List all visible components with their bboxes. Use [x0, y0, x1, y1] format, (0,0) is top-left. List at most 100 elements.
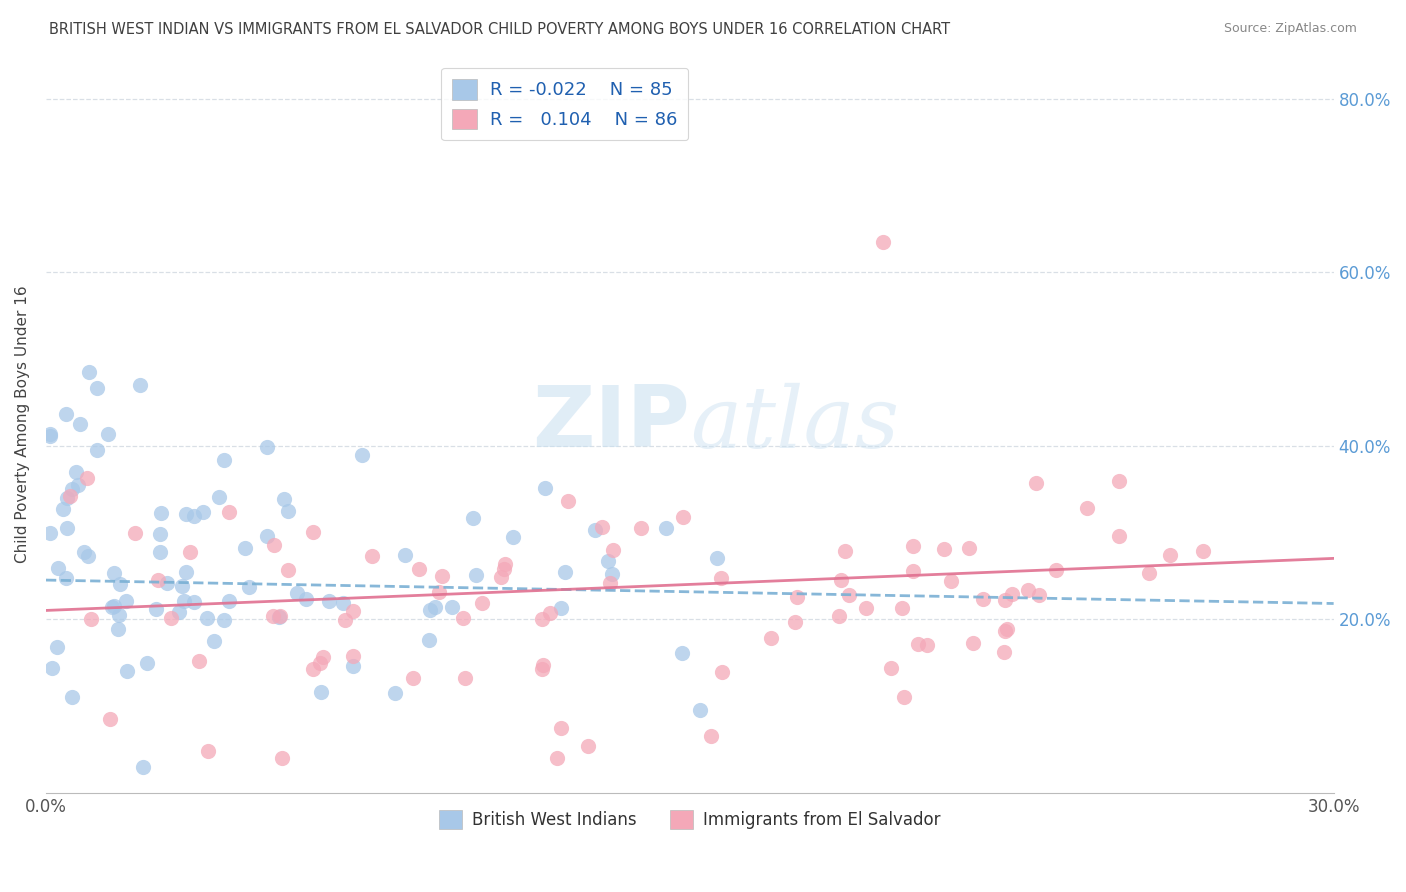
Point — [67, 478, 90, 492]
Point — [1192, 544, 1215, 558]
Point — [671, 646, 693, 660]
Point — [309, 656, 332, 670]
Point — [599, 576, 621, 591]
Point — [46, 561, 69, 575]
Point — [972, 591, 994, 606]
Point — [418, 633, 440, 648]
Point — [55, 571, 77, 585]
Point — [557, 494, 579, 508]
Point — [654, 521, 676, 535]
Point — [56, 521, 79, 535]
Point — [689, 703, 711, 717]
Point — [59, 489, 82, 503]
Point — [1108, 474, 1130, 488]
Point — [494, 562, 516, 576]
Point — [117, 664, 139, 678]
Point — [538, 606, 561, 620]
Point — [179, 545, 201, 559]
Point — [146, 573, 169, 587]
Point — [394, 548, 416, 562]
Point — [430, 568, 453, 582]
Point — [550, 721, 572, 735]
Point — [208, 490, 231, 504]
Point — [591, 520, 613, 534]
Point — [463, 511, 485, 525]
Point — [277, 504, 299, 518]
Point — [311, 685, 333, 699]
Point — [202, 633, 225, 648]
Point — [489, 569, 512, 583]
Point — [710, 571, 733, 585]
Point — [214, 613, 236, 627]
Point — [1001, 587, 1024, 601]
Text: ZIP: ZIP — [531, 383, 690, 466]
Point — [465, 568, 488, 582]
Point — [77, 549, 100, 563]
Point — [915, 638, 938, 652]
Point — [600, 566, 623, 581]
Text: BRITISH WEST INDIAN VS IMMIGRANTS FROM EL SALVADOR CHILD POVERTY AMONG BOYS UNDE: BRITISH WEST INDIAN VS IMMIGRANTS FROM E… — [49, 22, 950, 37]
Point — [384, 686, 406, 700]
Point — [360, 549, 382, 563]
Point — [332, 596, 354, 610]
Point — [107, 607, 129, 622]
Point — [335, 613, 357, 627]
Point — [77, 365, 100, 379]
Point — [86, 381, 108, 395]
Point — [149, 527, 172, 541]
Point — [554, 565, 576, 579]
Point — [45, 640, 67, 654]
Point — [101, 600, 124, 615]
Point — [837, 588, 859, 602]
Point — [402, 671, 425, 685]
Point — [129, 377, 152, 392]
Point — [408, 562, 430, 576]
Point — [880, 661, 903, 675]
Point — [173, 594, 195, 608]
Point — [76, 471, 98, 485]
Point — [256, 529, 278, 543]
Point — [342, 603, 364, 617]
Point — [630, 521, 652, 535]
Point — [318, 594, 340, 608]
Point — [197, 611, 219, 625]
Point — [103, 566, 125, 580]
Point — [423, 599, 446, 614]
Point — [256, 440, 278, 454]
Y-axis label: Child Poverty Among Boys Under 16: Child Poverty Among Boys Under 16 — [15, 285, 30, 563]
Point — [672, 509, 695, 524]
Point — [785, 615, 807, 629]
Point — [60, 482, 83, 496]
Point — [97, 426, 120, 441]
Point — [269, 609, 291, 624]
Point — [1076, 501, 1098, 516]
Point — [534, 481, 557, 495]
Point — [1028, 589, 1050, 603]
Point — [170, 578, 193, 592]
Point — [262, 609, 284, 624]
Point — [454, 671, 477, 685]
Point — [212, 453, 235, 467]
Point — [453, 611, 475, 625]
Point — [110, 577, 132, 591]
Point — [124, 525, 146, 540]
Point — [893, 690, 915, 705]
Point — [86, 442, 108, 457]
Point — [233, 541, 256, 556]
Point — [890, 601, 912, 615]
Point — [546, 751, 568, 765]
Point — [993, 645, 1015, 659]
Point — [1017, 583, 1039, 598]
Point — [550, 601, 572, 615]
Point — [98, 712, 121, 726]
Point — [273, 491, 295, 506]
Point — [277, 564, 299, 578]
Point — [907, 637, 929, 651]
Point — [941, 574, 963, 589]
Point — [191, 505, 214, 519]
Point — [183, 509, 205, 524]
Point — [598, 554, 620, 568]
Point — [56, 491, 79, 505]
Point — [834, 543, 856, 558]
Point — [352, 448, 374, 462]
